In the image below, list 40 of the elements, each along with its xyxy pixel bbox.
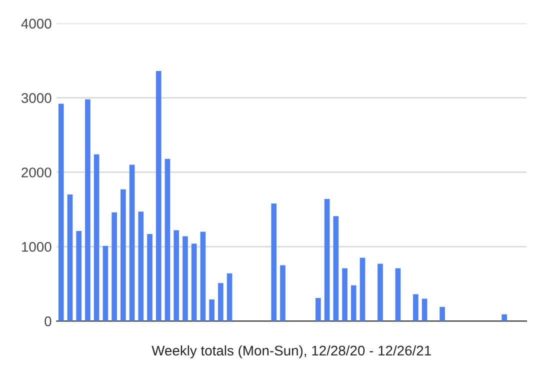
bar [200,232,206,322]
bar [413,294,418,322]
bar [76,231,82,322]
bar [360,258,366,322]
bar [94,154,100,322]
bar [102,246,108,322]
bar [147,234,152,322]
y-tick-label: 2000 [22,168,52,178]
bar [422,298,428,322]
bar [280,265,286,322]
bar [350,285,356,322]
y-tick-label: 0 [44,316,52,326]
bar [378,264,383,322]
bar [271,203,277,322]
bar [112,212,117,322]
bar [67,194,73,322]
y-tick-label: 3000 [21,93,52,104]
bar [129,164,135,322]
bar [395,268,401,322]
bar [342,268,348,322]
bar [218,283,224,322]
bar [316,298,321,322]
bar [85,99,90,322]
bar [324,199,330,322]
y-tick-label: 1000 [22,242,52,252]
bar [156,71,162,322]
y-tick-label: 4000 [21,18,52,29]
bar [209,299,214,322]
bar [440,306,445,322]
bar [333,216,339,322]
bar [58,104,64,322]
bar [226,273,232,322]
bar [182,236,188,322]
x-axis-title: Weekly totals (Mon-Sun), 12/28/20 - 12/26/21 [152,345,431,358]
bar [120,189,126,322]
bar [164,158,170,322]
bar [502,314,507,322]
bar [174,230,180,322]
bar [191,244,197,322]
bar [138,212,144,322]
